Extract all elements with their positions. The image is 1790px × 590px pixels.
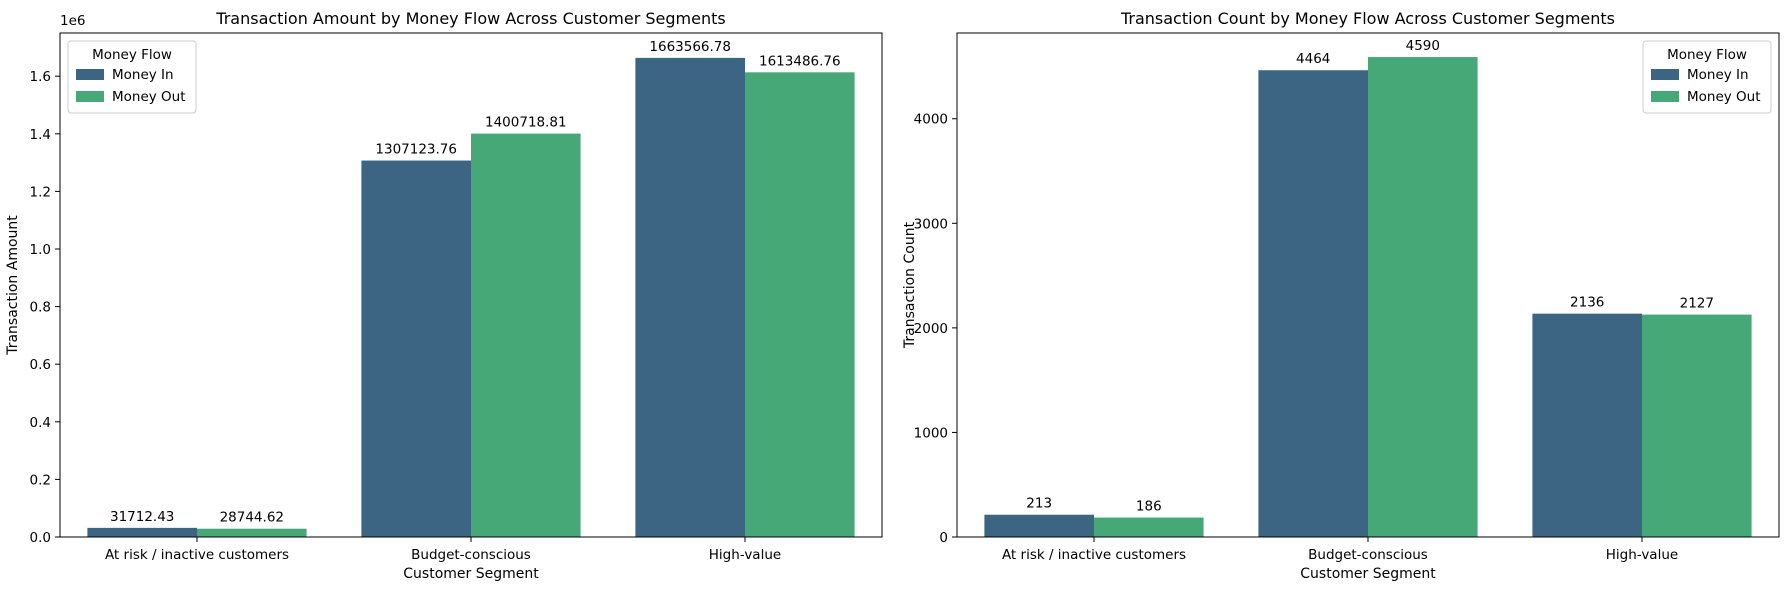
x-tick-label: Budget-conscious (1308, 547, 1428, 563)
x-tick-label: At risk / inactive customers (1002, 547, 1186, 563)
bar-money-out (471, 133, 581, 537)
y-axis-label: Transaction Amount (5, 215, 21, 356)
legend: Money Flow Money In Money Out (67, 40, 197, 114)
data-label: 28744.62 (220, 510, 284, 526)
x-tick-label: At risk / inactive customers (105, 547, 289, 563)
data-label: 31712.43 (110, 509, 174, 525)
legend-swatch (1651, 91, 1679, 102)
data-label: 4464 (1296, 51, 1330, 67)
y-tick-label: 0 (939, 530, 948, 546)
data-label: 213 (1026, 496, 1052, 512)
y-axis-label: Transaction Count (902, 221, 918, 349)
legend-swatch (1651, 69, 1679, 80)
legend-swatch (76, 91, 104, 102)
y-axis-offset-text: 1e6 (60, 13, 85, 29)
data-label: 2136 (1570, 295, 1604, 311)
data-label: 1307123.76 (375, 142, 457, 158)
bar-money-in (635, 57, 745, 538)
x-tick-label: High-value (1606, 547, 1678, 563)
bar-money-out (1094, 517, 1204, 537)
y-tick-label: 2000 (914, 321, 948, 337)
legend-entry: Money Out (1687, 89, 1761, 105)
chart-title: Transaction Count by Money Flow Across C… (1120, 9, 1615, 28)
data-label: 1400718.81 (485, 115, 567, 131)
bar-money-out (1642, 314, 1752, 537)
x-tick-label: Budget-conscious (411, 547, 531, 563)
data-label: 2127 (1680, 296, 1714, 312)
x-tick-label: High-value (709, 547, 781, 563)
bar-money-in (1532, 313, 1642, 537)
bar-money-out (197, 528, 307, 537)
legend-entry: Money In (1687, 67, 1749, 83)
legend-title: Money Flow (1667, 47, 1747, 63)
data-label: 4590 (1406, 38, 1440, 54)
data-label: 1663566.78 (649, 39, 731, 55)
chart-panel-1: 31712.43 1307123.76 1663566.78 28744.62 1400… (5, 9, 883, 582)
legend-entry: Money In (112, 67, 174, 83)
legend-entry: Money Out (112, 89, 186, 105)
y-tick-label: 3000 (914, 216, 948, 232)
bar-money-out (745, 72, 855, 538)
chart-title: Transaction Amount by Money Flow Across … (215, 9, 725, 28)
y-tick-label: 1.6 (30, 69, 51, 85)
y-tick-label: 1.4 (30, 127, 51, 143)
y-tick-label: 0.4 (30, 415, 51, 431)
y-tick-label: 1000 (914, 425, 948, 441)
legend-swatch (76, 69, 104, 80)
y-tick-label: 1.2 (30, 184, 51, 200)
y-tick-label: 0.6 (30, 357, 51, 373)
bar-money-in (87, 527, 197, 537)
legend-title: Money Flow (92, 47, 172, 63)
bar-money-out (1368, 57, 1478, 537)
legend: Money Flow Money In Money Out (1642, 40, 1772, 114)
y-tick-label: 1.0 (30, 242, 51, 258)
data-label: 1613486.76 (759, 53, 841, 69)
data-label: 186 (1136, 499, 1162, 515)
bar-money-in (1258, 70, 1368, 537)
y-tick-label: 4000 (914, 112, 948, 128)
y-tick-label: 0.2 (30, 472, 51, 488)
x-axis-label: Customer Segment (1300, 566, 1436, 582)
bar-money-in (361, 160, 471, 538)
x-axis-label: Customer Segment (403, 566, 539, 582)
bar-money-in (984, 514, 1094, 537)
chart-panel-2: 213 4464 2136 186 4590 2127 0 1000 2000 3000 4000 A… (902, 9, 1780, 582)
y-tick-label: 0.0 (30, 530, 51, 546)
y-tick-label: 0.8 (30, 300, 51, 316)
